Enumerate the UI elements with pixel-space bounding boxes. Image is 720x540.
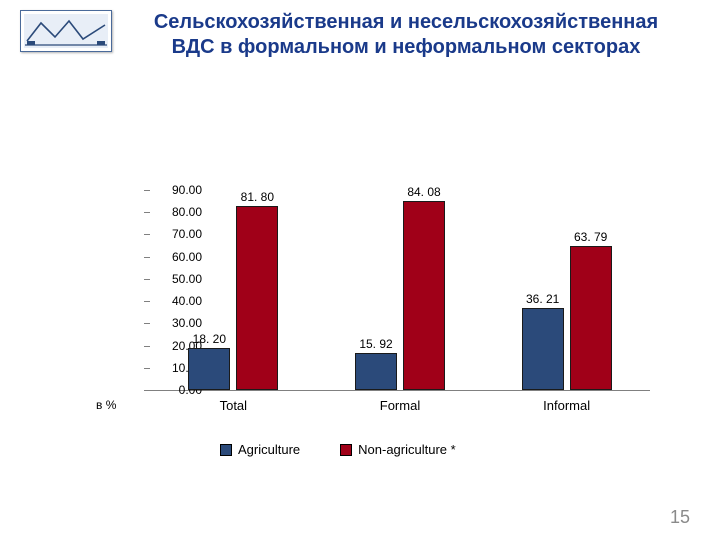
bar-fill: [522, 308, 564, 390]
bar-value-label: 81. 80: [241, 190, 274, 204]
legend: Agriculture Non-agriculture *: [220, 442, 456, 457]
bar-value-label: 15. 92: [359, 337, 392, 351]
bar-fill: [403, 201, 445, 390]
logo-chart-icon: [20, 10, 112, 52]
page-number: 15: [670, 507, 690, 528]
bar-fill: [570, 246, 612, 390]
bar-fill: [188, 348, 230, 390]
bar-value-label: 63. 79: [574, 230, 607, 244]
bar-group: 15. 92 84. 08: [320, 190, 480, 390]
bar-value-label: 36. 21: [526, 292, 559, 306]
legend-item-agriculture: Agriculture: [220, 442, 300, 457]
bar-value-label: 18. 20: [193, 332, 226, 346]
bar-group: 36. 21 63. 79: [487, 190, 647, 390]
category-label: Formal: [320, 398, 480, 413]
bar-chart: в % 0.0010.0020.0030.0040.0050.0060.0070…: [90, 190, 650, 420]
bar-fill: [236, 206, 278, 390]
bar: 63. 79: [570, 190, 612, 390]
legend-label: Agriculture: [238, 442, 300, 457]
bar: 84. 08: [403, 190, 445, 390]
bar: 15. 92: [355, 190, 397, 390]
header: Сельскохозяйственная и несельскохозяйств…: [0, 0, 720, 60]
legend-swatch-icon: [340, 444, 352, 456]
bar: 36. 21: [522, 190, 564, 390]
slide-title: Сельскохозяйственная и несельскохозяйств…: [112, 10, 700, 60]
plot-area: в % 0.0010.0020.0030.0040.0050.0060.0070…: [150, 190, 650, 391]
legend-swatch-icon: [220, 444, 232, 456]
bar-value-label: 84. 08: [407, 185, 440, 199]
category-label: Informal: [487, 398, 647, 413]
category-label: Total: [153, 398, 313, 413]
bar: 81. 80: [236, 190, 278, 390]
y-axis-title: в %: [96, 398, 116, 412]
title-line-1: Сельскохозяйственная и несельскохозяйств…: [154, 11, 658, 33]
bar-fill: [355, 353, 397, 390]
legend-label: Non-agriculture *: [358, 442, 456, 457]
legend-item-non-agriculture: Non-agriculture *: [340, 442, 456, 457]
bar-group: 18. 20 81. 80: [153, 190, 313, 390]
bar: 18. 20: [188, 190, 230, 390]
title-line-2: ВДС в формальном и неформальном секторах: [172, 36, 641, 58]
